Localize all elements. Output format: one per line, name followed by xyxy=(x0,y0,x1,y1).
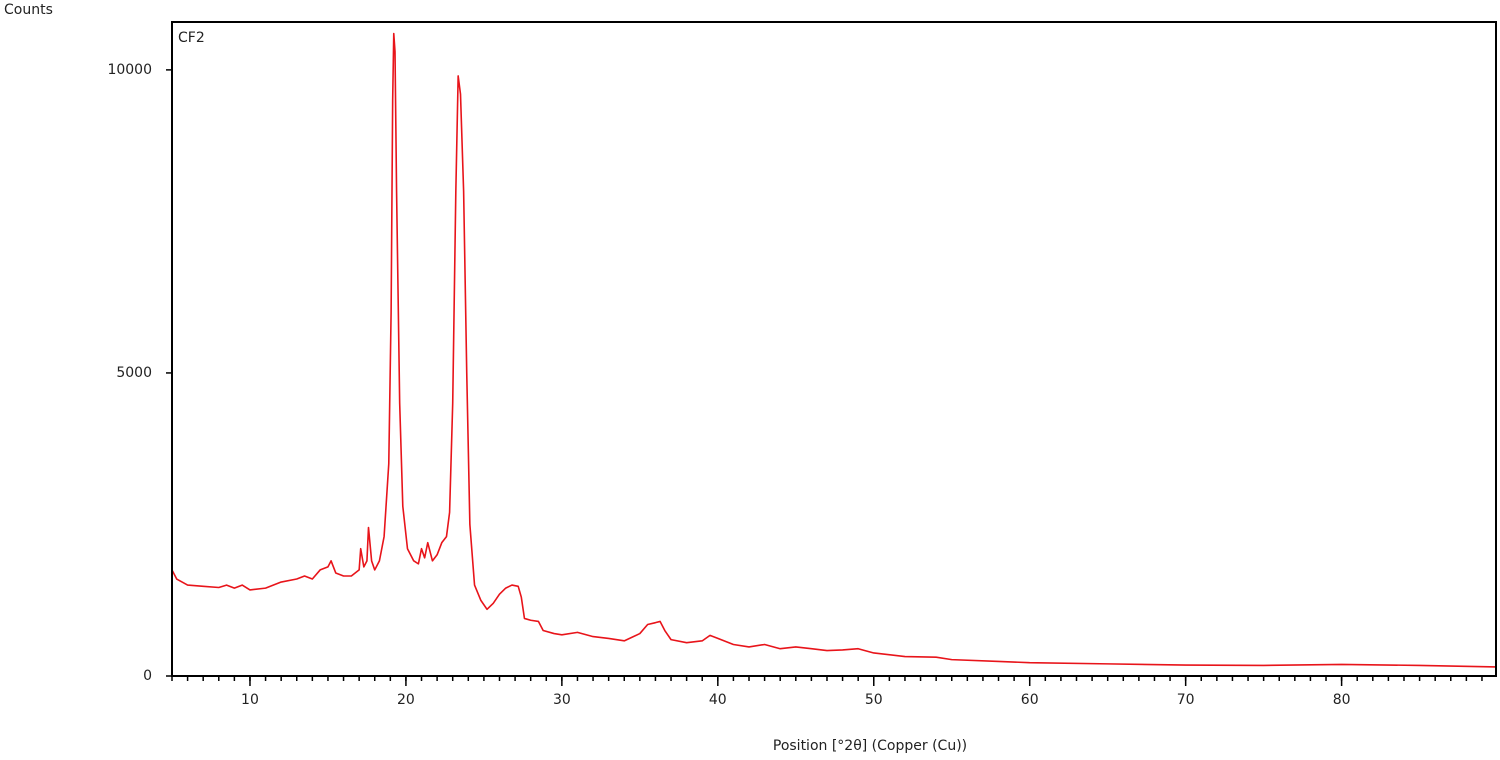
y-tick-label: 5000 xyxy=(116,365,152,381)
x-tick-label: 70 xyxy=(1177,692,1195,708)
y-tick-label: 0 xyxy=(143,668,152,684)
y-axis-label: Counts xyxy=(4,2,53,18)
x-tick-label: 80 xyxy=(1333,692,1351,708)
x-tick-label: 20 xyxy=(397,692,415,708)
annotation: CF2 xyxy=(178,30,205,46)
x-axis-label: Position [°2θ] (Copper (Cu)) xyxy=(773,738,967,754)
y-tick-label: 10000 xyxy=(107,62,152,78)
x-tick-label: 30 xyxy=(553,692,571,708)
x-tick-label: 50 xyxy=(865,692,883,708)
x-tick-label: 10 xyxy=(241,692,259,708)
x-tick-label: 40 xyxy=(709,692,727,708)
x-tick-label: 60 xyxy=(1021,692,1039,708)
data-line xyxy=(171,32,1497,668)
plot-frame xyxy=(171,21,1497,677)
